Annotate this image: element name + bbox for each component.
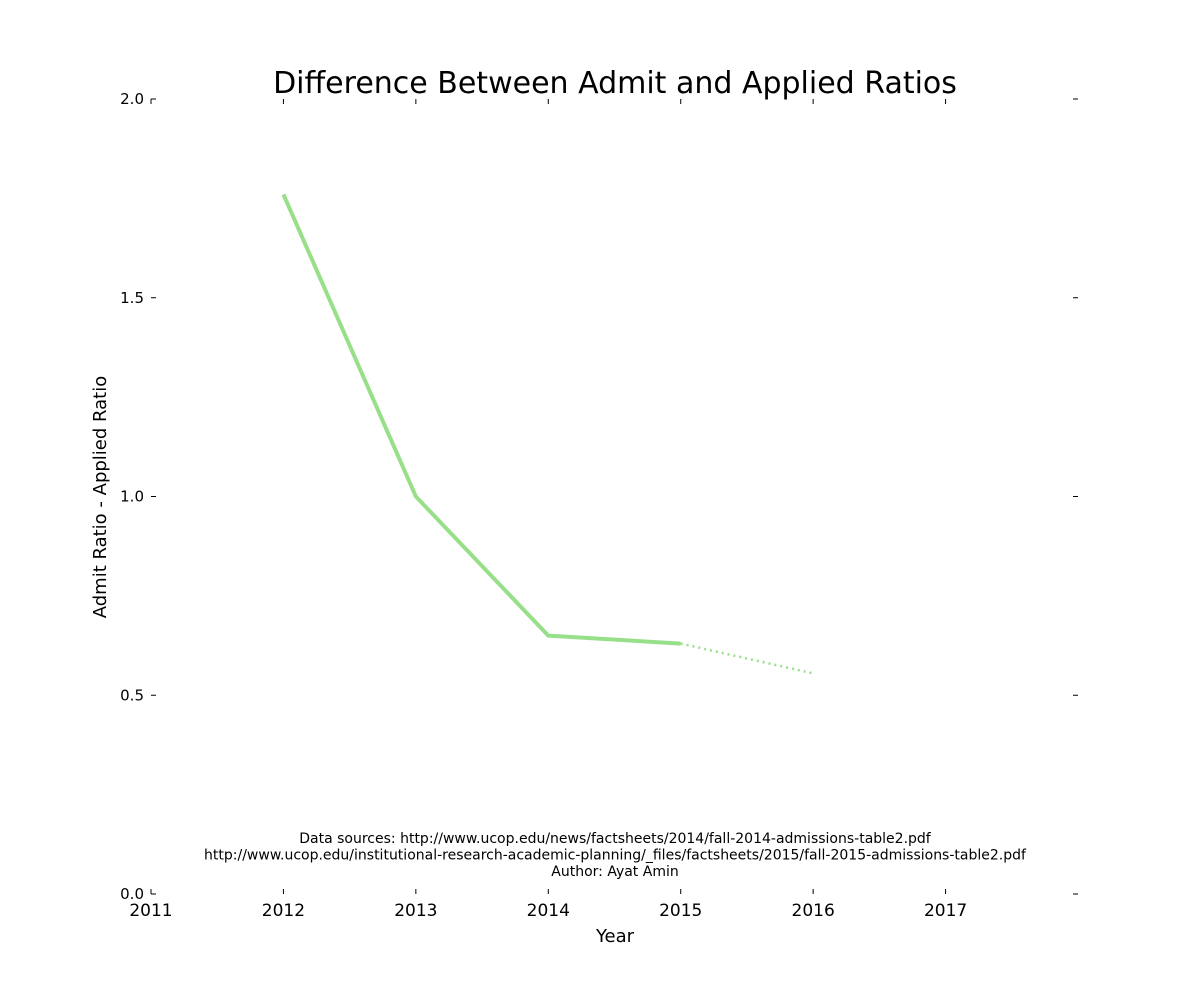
x-tick-label: 2017 [924,901,967,921]
x-tick-label: 2016 [792,901,835,921]
y-tick-label: 2.0 [120,90,144,108]
x-tick-label: 2012 [262,901,305,921]
x-tick-label: 2013 [394,901,437,921]
y-axis-label: Admit Ratio - Applied Ratio [90,376,111,619]
y-tick-label: 1.0 [120,488,144,506]
x-tick-label: 2014 [527,901,570,921]
chart-title: Difference Between Admit and Applied Rat… [273,66,957,101]
x-tick-label: 2011 [129,901,172,921]
annotation-block: Data sources: http://www.ucop.edu/news/f… [204,831,1027,880]
y-tick-label: 1.5 [120,289,144,307]
annotation-line: Author: Ayat Amin [551,864,678,880]
series-group [281,193,814,675]
annotation-line: Data sources: http://www.ucop.edu/news/f… [299,831,932,847]
annotation-line: http://www.ucop.edu/institutional-resear… [204,848,1027,864]
series-line [281,193,681,646]
x-axis-label: Year [595,926,635,947]
projected-series-line [680,642,814,675]
axis-ticks: 0.0 0.5 1.0 1.5 2.0 2011 2012 2013 2014 2015 2016 2… [120,90,1078,921]
y-tick-label: 0.0 [120,885,144,903]
y-tick-label: 0.5 [120,686,144,704]
x-tick-label: 2015 [659,901,702,921]
